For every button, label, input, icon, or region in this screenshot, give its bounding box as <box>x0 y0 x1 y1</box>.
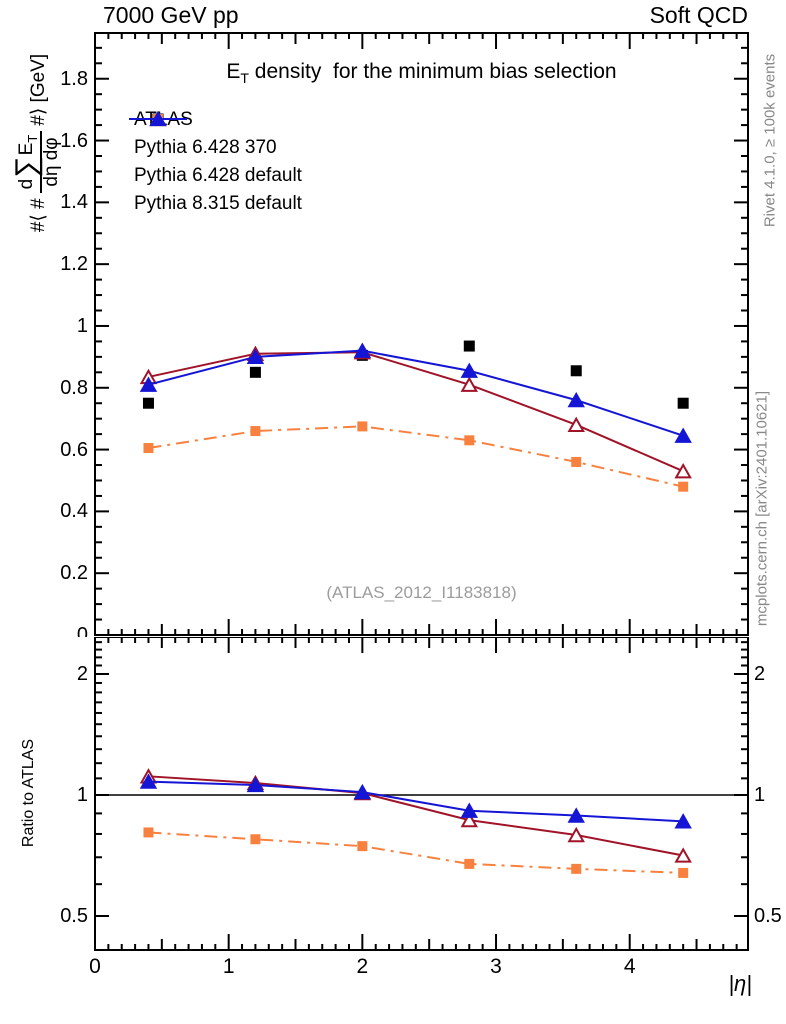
series-line <box>148 831 684 874</box>
data-point-square <box>357 421 368 432</box>
y-tick-label: 0.8 <box>60 376 88 399</box>
legend-label: Pythia 8.315 default <box>134 193 302 214</box>
series-line <box>148 351 684 473</box>
y-tick-label: 0 <box>76 624 88 637</box>
data-point-square <box>463 340 475 352</box>
legend: ATLAS Pythia 6.428 370 Pythia 6.428 defa… <box>126 106 302 218</box>
x-tick-label: 2 <box>356 955 369 978</box>
title-sub: T <box>240 70 249 87</box>
x-tick-label: 1 <box>222 955 235 978</box>
data-point-square <box>143 443 154 454</box>
data-point-triangle <box>460 802 479 818</box>
data-point-triangle <box>246 776 265 793</box>
data-point-triangle <box>149 110 167 127</box>
y-tick-label: 0.5 <box>60 905 88 927</box>
rivet-version-caption: Rivet 4.1.0, ≥ 100k events <box>761 53 779 228</box>
data-point-square <box>678 867 689 878</box>
y-tick-label: 1.6 <box>60 129 88 152</box>
data-point-triangle <box>460 362 479 378</box>
data-point-triangle <box>139 376 158 392</box>
series-line <box>148 425 684 488</box>
data-point-triangle <box>246 348 265 365</box>
data-point-triangle <box>567 416 585 433</box>
legend-label: Pythia 6.428 370 <box>134 137 277 158</box>
ylabel-d: d <box>16 178 38 190</box>
plot-title: ET density for the minimum bias selectio… <box>95 60 748 86</box>
y-tick-label: 1 <box>754 784 766 806</box>
legend-item-pythia8-default: Pythia 8.315 default <box>126 110 302 218</box>
x-tick-label: 4 <box>623 955 636 978</box>
legend-item-pythia6-370: Pythia 6.428 370 <box>126 110 302 162</box>
ratio-panel-pad: Ratio to ATLAS |η| 0.5 0.5 1 1 2 2 0 1 2 3 4 <box>0 637 786 1024</box>
y-tick-label: 0.5 <box>754 905 782 927</box>
data-point-triangle <box>460 376 479 392</box>
data-point-triangle <box>674 813 692 829</box>
pythia8-default-marker-icon <box>129 110 187 127</box>
mcplots-caption: mcplots.cern.ch [arXiv:2401.10621] <box>753 390 771 627</box>
data-point-square <box>677 397 689 409</box>
series-line <box>148 349 684 437</box>
y-tick-label: 1.4 <box>60 191 88 214</box>
data-point-triangle <box>674 847 692 863</box>
data-point-square <box>250 834 261 845</box>
data-point-triangle <box>567 391 585 408</box>
data-point-triangle <box>674 427 692 443</box>
data-point-square <box>570 365 582 377</box>
data-point-square <box>464 435 475 446</box>
y-tick-label: 1 <box>76 784 88 806</box>
y-tick-label: 2 <box>754 663 766 685</box>
y-tick-label: 0.4 <box>60 500 88 523</box>
data-point-square <box>678 481 689 492</box>
legend-label: Pythia 6.428 default <box>134 165 302 186</box>
main-panel-pad: ET density for the minimum bias selectio… <box>10 32 771 637</box>
main-plot <box>94 32 749 636</box>
x-tick-label: 0 <box>89 955 101 978</box>
series-line <box>148 775 684 857</box>
x-axis-label: |η| <box>728 971 752 996</box>
data-point-triangle <box>567 807 585 823</box>
data-point-square <box>571 456 582 467</box>
beam-energy-header: 7000 GeV pp <box>103 2 239 28</box>
y-tick-label: 0.6 <box>60 438 88 461</box>
ratio-plot <box>94 637 749 951</box>
data-point-square <box>142 397 154 409</box>
data-point-square <box>571 863 582 874</box>
data-point-square <box>249 366 261 378</box>
data-point-square <box>464 858 475 869</box>
data-point-square <box>250 426 261 437</box>
y-tick-label: 1.2 <box>60 253 88 276</box>
data-point-triangle <box>567 826 585 843</box>
process-group-header: Soft QCD <box>649 2 748 28</box>
data-point-triangle <box>353 342 372 358</box>
title-E: E <box>226 60 241 83</box>
x-tick-label: 3 <box>490 955 502 978</box>
data-point-square <box>143 827 154 838</box>
y-tick-label: 2 <box>76 663 88 685</box>
data-point-triangle <box>353 783 372 800</box>
data-point-triangle <box>139 773 158 789</box>
sigma-symbol: ∑ <box>10 156 44 178</box>
analysis-watermark: (ATLAS_2012_I1183818) <box>326 583 517 602</box>
series-line <box>148 780 684 823</box>
title-rest: density for the minimum bias selection <box>248 60 617 83</box>
legend-item-pythia6-default: Pythia 6.428 default <box>126 114 302 190</box>
data-point-triangle <box>460 811 479 828</box>
data-point-square <box>357 841 368 852</box>
data-point-triangle <box>674 463 692 479</box>
ylabel-suffix: #⟩ [GeV] <box>27 53 49 126</box>
y-tick-label: 1.8 <box>60 67 88 90</box>
y-tick-label: 1 <box>76 314 88 337</box>
y-tick-label: 0.2 <box>60 562 88 585</box>
